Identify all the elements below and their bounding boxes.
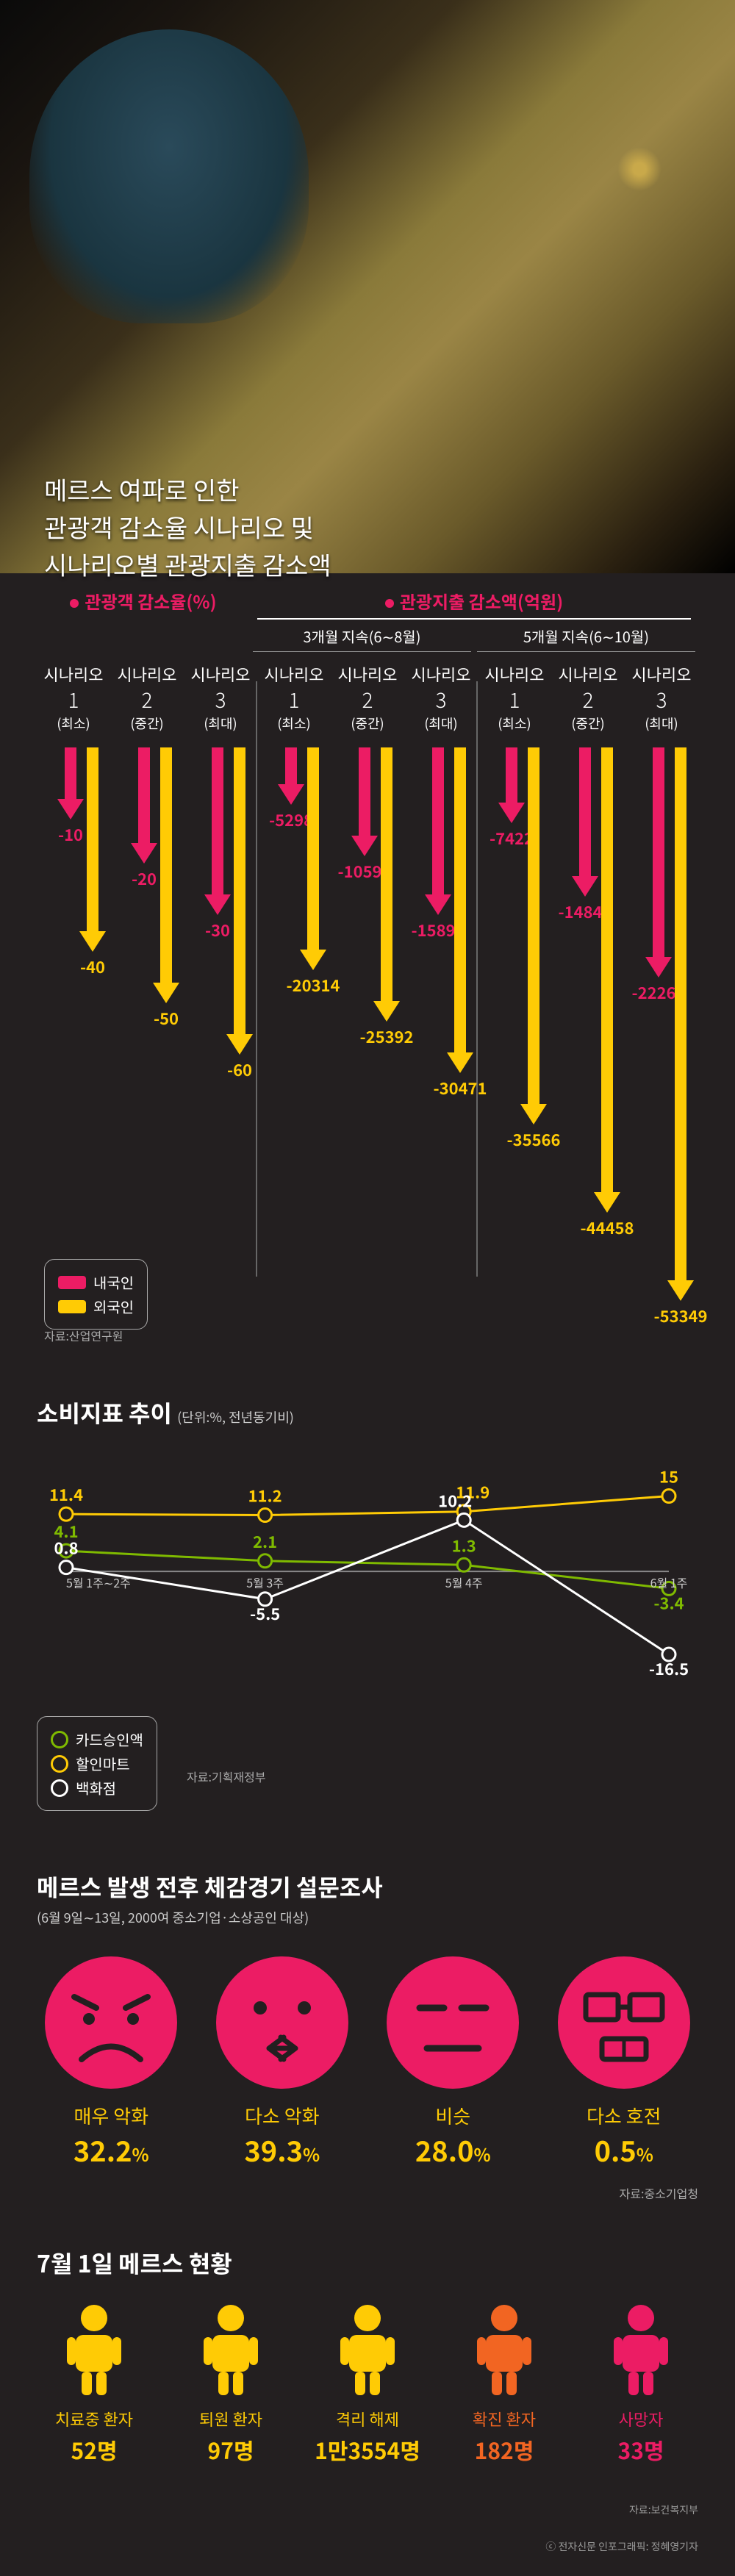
arrow-yellow: -53349 (667, 747, 694, 1301)
arrow-legend: 내국인 외국인 (44, 1259, 148, 1330)
svg-text:11.2: 11.2 (248, 1484, 282, 1507)
person: 퇴원 환자97명 (173, 2302, 288, 2466)
source-2: 자료:기획재정부 (187, 1768, 266, 1785)
person: 치료중 환자52명 (37, 2302, 151, 2466)
face-robot: 다소 호전0.5% (550, 1956, 699, 2170)
svg-text:15: 15 (659, 1465, 678, 1488)
line-legend: 카드승인액 할인마트 백화점 (37, 1716, 157, 1811)
arrow-yellow: -50 (153, 747, 179, 1003)
hero-photo: 메르스 여파로 인한 관광객 감소율 시나리오 및 시나리오별 관광지출 감소액 (0, 0, 735, 573)
footer: 자료:보건복지부 (0, 2503, 735, 2539)
svg-text:5월 3주: 5월 3주 (246, 1574, 284, 1591)
source-3: 자료:중소기업청 (37, 2184, 698, 2202)
credit: ⓒ 전자신문 인포그래픽: 정혜영기자 (0, 2539, 735, 2576)
sub-3m: 3개월 지속(6∼8월) (253, 625, 471, 652)
arrow-yellow: -35566 (520, 747, 547, 1124)
svg-text:5월 1주∼2주: 5월 1주∼2주 (66, 1574, 131, 1591)
svg-text:11.4: 11.4 (49, 1482, 83, 1506)
arrow-yellow: -25392 (373, 747, 400, 1022)
svg-text:0.8: 0.8 (54, 1536, 78, 1560)
svg-text:-3.4: -3.4 (653, 1591, 684, 1615)
main-title: 메르스 여파로 인한 관광객 감소율 시나리오 및 시나리오별 관광지출 감소액 (44, 470, 331, 583)
svg-text:-5.5: -5.5 (250, 1601, 280, 1625)
person: 사망자33명 (584, 2302, 698, 2466)
svg-text:5월 4주: 5월 4주 (445, 1574, 483, 1591)
line-chart-section: 소비지표 추이 (단위:%, 전년동기비) 11.411.211.9154.12… (0, 1374, 735, 1840)
person: 확진 환자182명 (447, 2302, 562, 2466)
header-spend: 관광지출 감소액(억원) (257, 588, 691, 620)
person: 격리 해제1만3554명 (310, 2302, 425, 2466)
arrows-chart: 관광객 감소율(%) 관광지출 감소액(억원) 3개월 지속(6∼8월) 5개월… (0, 573, 735, 1374)
header-rate: 관광객 감소율(%) (37, 588, 250, 652)
svg-text:10.2: 10.2 (438, 1489, 472, 1513)
svg-text:6월 1주: 6월 1주 (650, 1574, 688, 1591)
source-1: 자료:산업연구원 (44, 1327, 698, 1344)
arrow-yellow: -60 (226, 747, 253, 1055)
arrow-yellow: -30471 (447, 747, 473, 1073)
status-section: 7월 1일 메르스 현황 치료중 환자52명퇴원 환자97명격리 해제1만355… (0, 2231, 735, 2503)
sub-5m: 5개월 지속(6∼10월) (477, 625, 695, 652)
survey-section: 메르스 발생 전후 체감경기 설문조사 (6월 9일∼13일, 2000여 중소… (0, 1840, 735, 2231)
face-flat: 비슷28.0% (379, 1956, 528, 2170)
face-sad: 다소 악화39.3% (208, 1956, 357, 2170)
line-chart: 11.411.211.9154.12.11.3-3.40.8-5.510.2-1… (37, 1452, 698, 1701)
arrow-yellow: -40 (79, 747, 106, 952)
face-angry: 매우 악화32.2% (37, 1956, 186, 2170)
svg-text:2.1: 2.1 (253, 1529, 277, 1553)
svg-text:1.3: 1.3 (452, 1533, 476, 1557)
svg-text:-16.5: -16.5 (649, 1657, 689, 1680)
